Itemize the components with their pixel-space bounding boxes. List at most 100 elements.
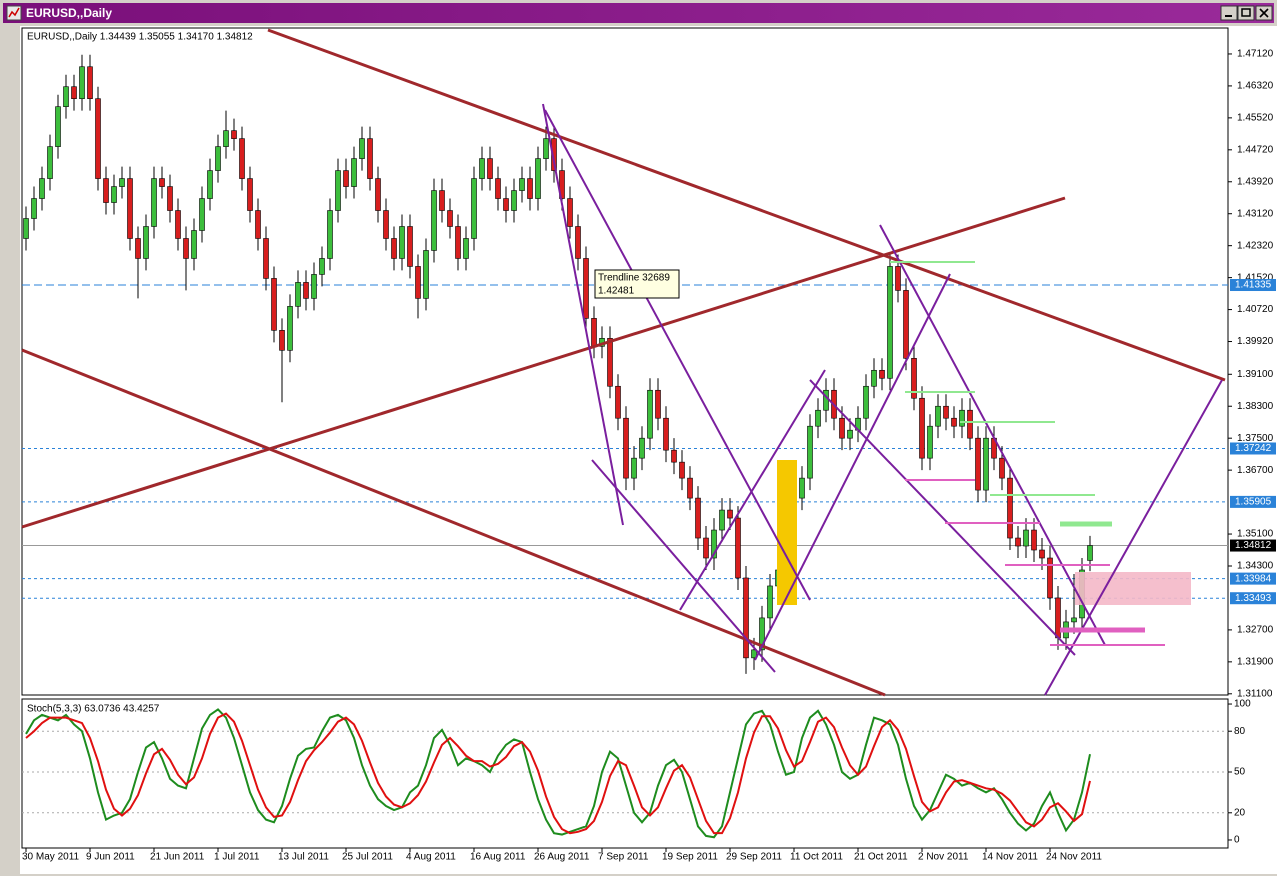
candle-body bbox=[343, 170, 349, 187]
candle-body bbox=[383, 210, 389, 239]
candle-body bbox=[711, 529, 717, 559]
y-tick-label: 20 bbox=[1234, 807, 1246, 818]
main-pane-border bbox=[21, 27, 1229, 696]
candle-body bbox=[303, 282, 309, 299]
overlay: EURUSD,,Daily 1.34439 1.35055 1.34170 1.… bbox=[27, 32, 1276, 715]
candle-body bbox=[487, 158, 493, 179]
candle-body bbox=[951, 417, 957, 427]
channel-line bbox=[1044, 379, 1223, 696]
candle-body bbox=[255, 210, 261, 239]
candle-body bbox=[71, 86, 77, 99]
tooltip-title: Trendline 32689 bbox=[598, 273, 670, 284]
channel-line bbox=[544, 109, 811, 601]
candle-body bbox=[919, 397, 925, 459]
price-label-box bbox=[1230, 592, 1276, 605]
candle-body bbox=[535, 158, 541, 199]
candle-body bbox=[1039, 549, 1045, 559]
candle-body bbox=[927, 425, 933, 459]
channel-line bbox=[754, 273, 951, 661]
candle-body bbox=[327, 210, 333, 259]
candle-body bbox=[23, 218, 29, 239]
candle-body bbox=[247, 178, 253, 211]
x-tick-label: 2 Nov 2011 bbox=[918, 852, 969, 863]
x-tick-label: 24 Nov 2011 bbox=[1046, 852, 1102, 863]
y-tick-label: 1.39100 bbox=[1237, 369, 1274, 380]
candle-body bbox=[943, 405, 949, 419]
y-tick-label: 1.44720 bbox=[1237, 144, 1274, 155]
candle-body bbox=[447, 210, 453, 227]
candle-body bbox=[295, 282, 301, 307]
candle-body bbox=[367, 138, 373, 179]
candle-body bbox=[895, 266, 901, 291]
price-label-box bbox=[1230, 442, 1276, 455]
candle-body bbox=[655, 389, 661, 419]
candle-body bbox=[207, 170, 213, 199]
main-pane: 1.47120 1.46320 1.45520 1.44720 1.43920 1.431… bbox=[22, 49, 1274, 863]
candle-body bbox=[511, 190, 517, 211]
candle-body bbox=[439, 190, 445, 211]
y-tick-label: 1.38300 bbox=[1237, 401, 1274, 412]
x-tick-label: 30 May 2011 bbox=[22, 852, 80, 863]
candle-body bbox=[1047, 557, 1053, 599]
stoch-pane: 0 20 50 80 100 bbox=[22, 699, 1251, 846]
maximize-button[interactable] bbox=[1237, 5, 1255, 21]
candle-body bbox=[1055, 597, 1061, 639]
trendline bbox=[21, 196, 1066, 529]
title-bar bbox=[3, 3, 1274, 23]
candle-body bbox=[871, 369, 877, 387]
bid-label-box bbox=[1230, 539, 1276, 552]
candle-body bbox=[455, 226, 461, 259]
candle-body bbox=[191, 230, 197, 259]
candle-body bbox=[215, 146, 221, 171]
candle-body bbox=[351, 158, 357, 187]
candle-body bbox=[63, 86, 69, 107]
candle-body bbox=[279, 330, 285, 351]
candle-body bbox=[695, 497, 701, 539]
trendline bbox=[267, 28, 1226, 382]
candle-body bbox=[679, 461, 685, 479]
candle-body bbox=[431, 190, 437, 251]
x-tick-label: 21 Jun 2011 bbox=[150, 852, 205, 863]
bid-label: 1.34812 bbox=[1235, 540, 1272, 551]
candle-body bbox=[103, 178, 109, 203]
x-tick-label: 4 Aug 2011 bbox=[406, 852, 456, 863]
candle-body bbox=[287, 306, 293, 351]
x-tick-label: 16 Aug 2011 bbox=[470, 852, 526, 863]
candle-body bbox=[615, 385, 621, 419]
indicator-info: Stoch(5,3,3) 63.0736 43.4257 bbox=[27, 704, 160, 715]
indicator-line bbox=[25, 712, 1091, 835]
candle-body bbox=[551, 138, 557, 171]
minimize-button[interactable] bbox=[1220, 5, 1238, 21]
x-tick-label: 19 Sep 2011 bbox=[662, 852, 718, 863]
candle-body bbox=[111, 186, 117, 203]
candle-body bbox=[199, 198, 205, 231]
candle-body bbox=[31, 198, 37, 219]
chart-info: EURUSD,,Daily 1.34439 1.35055 1.34170 1.… bbox=[27, 32, 253, 43]
y-tick-label: 1.31100 bbox=[1237, 688, 1273, 699]
indicator-line bbox=[25, 708, 1091, 839]
candle-body bbox=[359, 138, 365, 159]
candle-body bbox=[735, 517, 741, 579]
x-tick-label: 7 Sep 2011 bbox=[598, 852, 649, 863]
candle-body bbox=[151, 178, 157, 227]
candle-body bbox=[911, 358, 917, 399]
candle-body bbox=[503, 198, 509, 211]
stoch-pane-border bbox=[21, 698, 1229, 849]
y-tick-label: 1.35100 bbox=[1237, 529, 1274, 540]
y-tick-label: 50 bbox=[1234, 767, 1246, 778]
x-tick-label: 26 Aug 2011 bbox=[534, 852, 590, 863]
candle-body bbox=[311, 274, 317, 299]
candle-body bbox=[759, 617, 765, 651]
candle-body bbox=[743, 577, 749, 659]
candle-body bbox=[135, 238, 141, 259]
y-tick-label: 1.45520 bbox=[1237, 113, 1274, 124]
candle-body bbox=[271, 278, 277, 331]
candle-body bbox=[863, 385, 869, 419]
candle-body bbox=[415, 266, 421, 299]
maximize-glyph bbox=[1241, 8, 1251, 17]
x-tick-label: 25 Jul 2011 bbox=[342, 852, 393, 863]
candle-body bbox=[519, 178, 525, 191]
candle-body bbox=[639, 437, 645, 459]
price-label: 1.37242 bbox=[1235, 443, 1272, 454]
